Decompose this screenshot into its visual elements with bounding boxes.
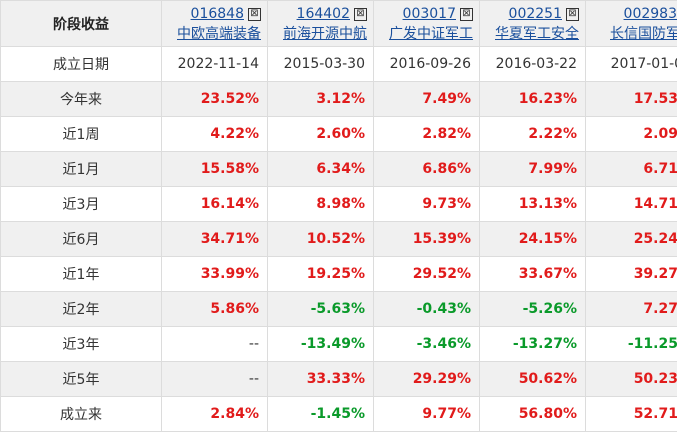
fund-header-1: 164402 ⊠ 前海开源中航 <box>268 1 374 47</box>
return-value: 5.86% <box>162 292 268 327</box>
return-value: 23.52% <box>162 82 268 117</box>
return-value: 29.52% <box>374 257 480 292</box>
return-value: 10.52% <box>268 222 374 257</box>
remove-icon[interactable]: ⊠ <box>460 8 473 21</box>
return-value: -11.25% <box>586 327 677 362</box>
fund-header-3: 002251 ⊠ 华夏军工安全 <box>480 1 586 47</box>
return-value: -0.43% <box>374 292 480 327</box>
return-value: -5.63% <box>268 292 374 327</box>
return-value: 8.98% <box>268 187 374 222</box>
inception-date: 2022-11-14 <box>162 47 268 82</box>
return-value: -13.49% <box>268 327 374 362</box>
fund-code-link[interactable]: 164402 <box>297 6 350 22</box>
row-label: 近1周 <box>1 117 162 152</box>
return-value: 7.49% <box>374 82 480 117</box>
fund-code-link[interactable]: 002251 <box>509 6 562 22</box>
return-value: 6.71% <box>586 152 677 187</box>
return-value: 6.86% <box>374 152 480 187</box>
return-value: -- <box>162 327 268 362</box>
return-value: 50.23% <box>586 362 677 397</box>
row-label: 成立日期 <box>1 47 162 82</box>
return-value: 33.99% <box>162 257 268 292</box>
return-value: 33.67% <box>480 257 586 292</box>
return-row: 近5年--33.33%29.29%50.62%50.23% <box>1 362 677 397</box>
return-value: -1.45% <box>268 397 374 432</box>
fund-name-link[interactable]: 广发中证军工 <box>389 26 473 42</box>
return-value: 7.99% <box>480 152 586 187</box>
return-value: 2.22% <box>480 117 586 152</box>
remove-icon[interactable]: ⊠ <box>354 8 367 21</box>
remove-icon[interactable]: ⊠ <box>248 8 261 21</box>
fund-code-link[interactable]: 003017 <box>403 6 456 22</box>
return-value: 34.71% <box>162 222 268 257</box>
return-value: 14.71% <box>586 187 677 222</box>
fund-code-link[interactable]: 002983 <box>624 6 677 22</box>
row-label: 近3月 <box>1 187 162 222</box>
return-value: 16.23% <box>480 82 586 117</box>
inception-date: 2017-01-05 <box>586 47 677 82</box>
return-value: 4.22% <box>162 117 268 152</box>
return-value: -3.46% <box>374 327 480 362</box>
return-value: 50.62% <box>480 362 586 397</box>
return-value: 56.80% <box>480 397 586 432</box>
return-value: 33.33% <box>268 362 374 397</box>
return-value: 25.24% <box>586 222 677 257</box>
return-row: 近3年---13.49%-3.46%-13.27%-11.25% <box>1 327 677 362</box>
return-value: 2.82% <box>374 117 480 152</box>
return-value: 52.71% <box>586 397 677 432</box>
return-value: -13.27% <box>480 327 586 362</box>
fund-name-link[interactable]: 华夏军工安全 <box>495 26 579 42</box>
remove-icon[interactable]: ⊠ <box>566 8 579 21</box>
return-value: 3.12% <box>268 82 374 117</box>
fund-name-link[interactable]: 中欧高端装备 <box>177 26 261 42</box>
fund-code-link[interactable]: 016848 <box>191 6 244 22</box>
return-value: 15.58% <box>162 152 268 187</box>
return-value: -5.26% <box>480 292 586 327</box>
return-value: 2.09% <box>586 117 677 152</box>
header-label: 阶段收益 <box>1 1 162 47</box>
header-row: 阶段收益 016848 ⊠ 中欧高端装备 164402 ⊠ 前海开源中航 00301… <box>1 1 677 47</box>
fund-header-4: 002983⊠ 长信国防军工 <box>586 1 677 47</box>
return-value: 13.13% <box>480 187 586 222</box>
return-value: 24.15% <box>480 222 586 257</box>
fund-name-link[interactable]: 前海开源中航 <box>283 26 367 42</box>
return-value: 39.27% <box>586 257 677 292</box>
return-value: 15.39% <box>374 222 480 257</box>
inception-date: 2016-03-22 <box>480 47 586 82</box>
fund-name-link[interactable]: 长信国防军工 <box>610 26 677 42</box>
return-value: -- <box>162 362 268 397</box>
return-value: 29.29% <box>374 362 480 397</box>
inception-date-row: 成立日期 2022-11-14 2015-03-30 2016-09-26 20… <box>1 47 677 82</box>
return-value: 6.34% <box>268 152 374 187</box>
row-label: 今年来 <box>1 82 162 117</box>
row-label: 近6月 <box>1 222 162 257</box>
fund-header-2: 003017 ⊠ 广发中证军工 <box>374 1 480 47</box>
return-value: 2.60% <box>268 117 374 152</box>
inception-date: 2016-09-26 <box>374 47 480 82</box>
fund-header-0: 016848 ⊠ 中欧高端装备 <box>162 1 268 47</box>
return-value: 17.53% <box>586 82 677 117</box>
row-label: 近1月 <box>1 152 162 187</box>
inception-date: 2015-03-30 <box>268 47 374 82</box>
return-value: 9.73% <box>374 187 480 222</box>
row-label: 近2年 <box>1 292 162 327</box>
row-label: 近5年 <box>1 362 162 397</box>
return-value: 2.84% <box>162 397 268 432</box>
row-label: 近3年 <box>1 327 162 362</box>
return-value: 9.77% <box>374 397 480 432</box>
row-label: 成立来 <box>1 397 162 432</box>
return-value: 7.27% <box>586 292 677 327</box>
return-value: 19.25% <box>268 257 374 292</box>
return-value: 16.14% <box>162 187 268 222</box>
row-label: 近1年 <box>1 257 162 292</box>
